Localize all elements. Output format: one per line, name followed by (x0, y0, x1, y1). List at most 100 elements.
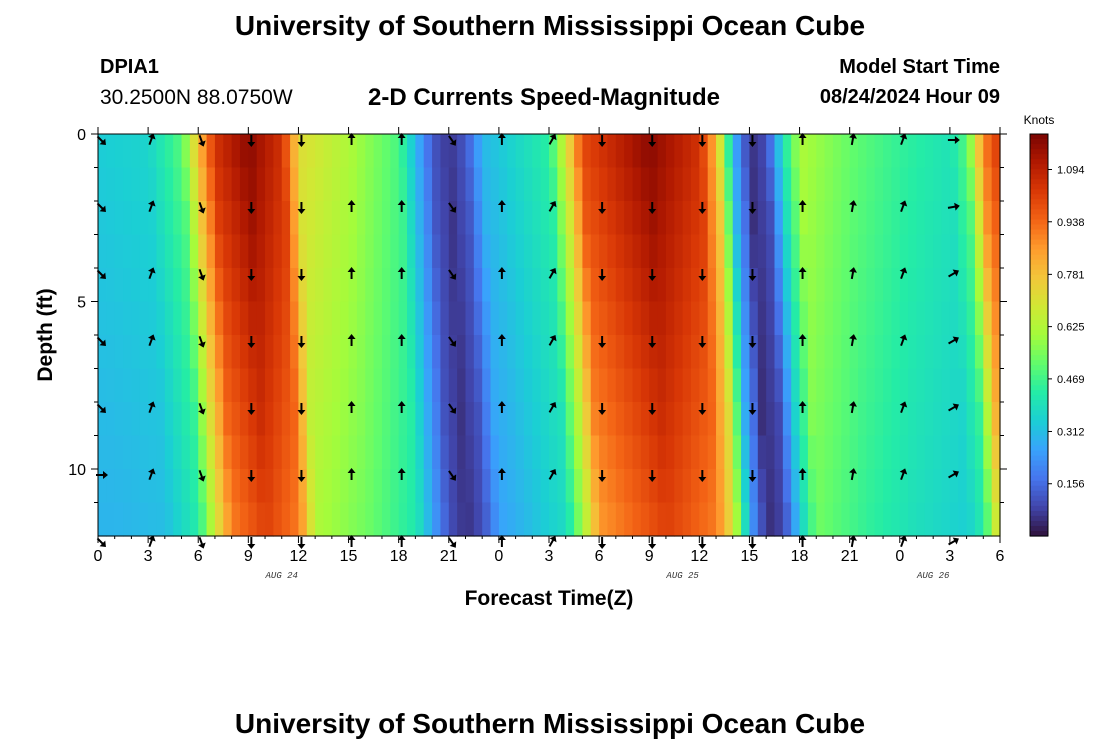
heatmap-cell (849, 234, 859, 269)
heatmap-cell (398, 435, 408, 470)
heatmap-cell (974, 435, 984, 470)
heatmap-cell (189, 167, 199, 202)
heatmap-cell (214, 402, 224, 437)
heatmap-cell (832, 469, 842, 504)
heatmap-cell (173, 469, 183, 504)
heatmap-cell (816, 335, 826, 370)
colorbar-segment (1030, 395, 1048, 401)
date-label: AUG 25 (665, 571, 699, 581)
heatmap-cell (849, 301, 859, 336)
heatmap-cell (106, 368, 116, 403)
arrow-shaft (947, 205, 957, 209)
heatmap-cell (707, 167, 717, 202)
heatmap-cell (749, 301, 759, 336)
heatmap-cell (824, 402, 834, 437)
arrow-shaft (548, 270, 555, 279)
heatmap-cell (632, 502, 642, 537)
current-arrow (849, 200, 857, 213)
arrow-shaft (900, 404, 905, 414)
heatmap-cell (482, 167, 492, 202)
heatmap-cell (774, 201, 784, 236)
current-arrow (698, 403, 707, 415)
heatmap-cell (265, 301, 274, 336)
heatmap-cell (791, 301, 801, 336)
heatmap-cell (841, 402, 851, 437)
current-arrow (347, 468, 356, 480)
heatmap-cell (816, 268, 826, 303)
heatmap-cell (832, 268, 842, 303)
heatmap-cell (507, 368, 517, 403)
current-arrow (497, 133, 506, 145)
heatmap-cell (707, 469, 717, 504)
heatmap-cell (916, 402, 926, 437)
date-label: AUG 24 (265, 571, 298, 581)
arrow-head (954, 202, 960, 211)
current-arrow (148, 334, 156, 347)
heatmap-cell (173, 335, 183, 370)
heatmap-cell (365, 134, 375, 169)
heatmap-cell (315, 234, 325, 269)
heatmap-cell (966, 368, 976, 403)
heatmap-cell (966, 167, 976, 202)
heatmap-cell (340, 301, 350, 336)
heatmap-cell (457, 167, 467, 202)
heatmap-cell (139, 234, 149, 269)
heatmap-cell (482, 134, 492, 169)
heatmap-cell (440, 368, 450, 403)
heatmap-cell (791, 234, 801, 269)
current-arrow (347, 535, 356, 547)
current-arrow (598, 336, 607, 348)
arrow-shaft (948, 338, 956, 345)
heatmap-cell (432, 234, 442, 269)
heatmap-cell (933, 301, 943, 336)
heatmap-cell (156, 335, 166, 370)
heatmap-cell (599, 368, 609, 403)
heatmap-cell (298, 268, 308, 303)
heatmap-cell (590, 268, 600, 303)
heatmap-cell (306, 201, 316, 236)
heatmap-cell (958, 368, 968, 403)
colorbar-segment (1030, 480, 1048, 487)
heatmap-cell (599, 167, 609, 202)
heatmap-cell (716, 335, 725, 370)
x-tick-label: 3 (945, 548, 954, 565)
heatmap-cell (707, 368, 717, 403)
heatmap-cell (716, 435, 725, 470)
heatmap-cell (223, 502, 233, 537)
heatmap-cell (239, 335, 249, 370)
heatmap-cell (298, 435, 308, 470)
current-arrow (948, 537, 959, 546)
heatmap-cell (883, 201, 893, 236)
heatmap-cell (757, 167, 767, 202)
heatmap-cell (106, 234, 116, 269)
arrow-shaft (96, 202, 104, 210)
heatmap-cell (983, 201, 993, 236)
heatmap-cell (849, 167, 859, 202)
heatmap-cell (991, 268, 1001, 303)
arrow-head (198, 207, 206, 214)
heatmap-cell (640, 469, 650, 504)
heatmap-cell (866, 301, 876, 336)
arrow-head (698, 410, 707, 415)
heatmap-cell (682, 469, 692, 504)
heatmap-cell (640, 167, 650, 202)
heatmap-cell (640, 201, 650, 236)
colorbar-tick-label: 0.156 (1057, 479, 1085, 491)
heatmap-cell (206, 368, 216, 403)
heatmap-cell (916, 201, 926, 236)
heatmap-cell (365, 234, 375, 269)
current-arrow (497, 267, 506, 279)
heatmap-cell (699, 335, 709, 370)
current-arrow (748, 135, 757, 147)
heatmap-cell (515, 167, 525, 202)
heatmap-cell (991, 301, 1001, 336)
heatmap-cell (490, 469, 500, 504)
heatmap-cell (381, 435, 391, 470)
heatmap-cell (490, 234, 500, 269)
arrow-head (899, 267, 908, 274)
heatmap-cell (306, 335, 316, 370)
heatmap-cell (440, 301, 450, 336)
colorbar-segment (1030, 274, 1048, 281)
heatmap-cell (523, 301, 533, 336)
current-arrow (247, 537, 256, 549)
